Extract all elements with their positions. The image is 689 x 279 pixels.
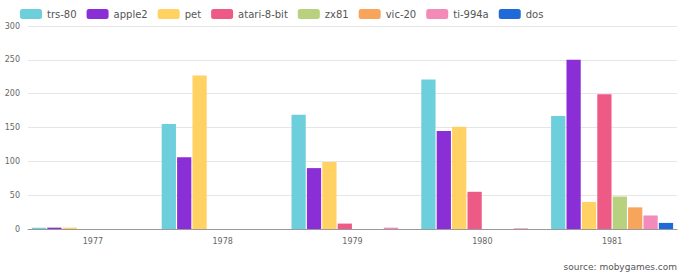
svg-text:1979: 1979 xyxy=(342,237,362,246)
svg-text:1980: 1980 xyxy=(472,237,492,246)
svg-text:zx81: zx81 xyxy=(325,9,349,20)
svg-text:1978: 1978 xyxy=(213,237,233,246)
svg-text:pet: pet xyxy=(185,9,202,20)
svg-text:dos: dos xyxy=(526,9,544,20)
svg-text:vic-20: vic-20 xyxy=(386,9,417,20)
svg-text:0: 0 xyxy=(15,225,20,234)
svg-text:250: 250 xyxy=(5,55,20,64)
svg-text:100: 100 xyxy=(5,157,20,166)
svg-text:trs-80: trs-80 xyxy=(47,9,77,20)
svg-text:150: 150 xyxy=(5,123,20,132)
svg-text:atari-8-bit: atari-8-bit xyxy=(238,9,288,20)
svg-text:source: mobygames.com: source: mobygames.com xyxy=(564,262,677,272)
svg-text:apple2: apple2 xyxy=(114,9,148,20)
svg-text:50: 50 xyxy=(10,191,20,200)
svg-text:300: 300 xyxy=(5,22,20,31)
svg-text:ti-994a: ti-994a xyxy=(453,9,489,20)
svg-text:1977: 1977 xyxy=(83,237,103,246)
svg-text:200: 200 xyxy=(5,89,20,98)
svg-text:1981: 1981 xyxy=(602,237,622,246)
